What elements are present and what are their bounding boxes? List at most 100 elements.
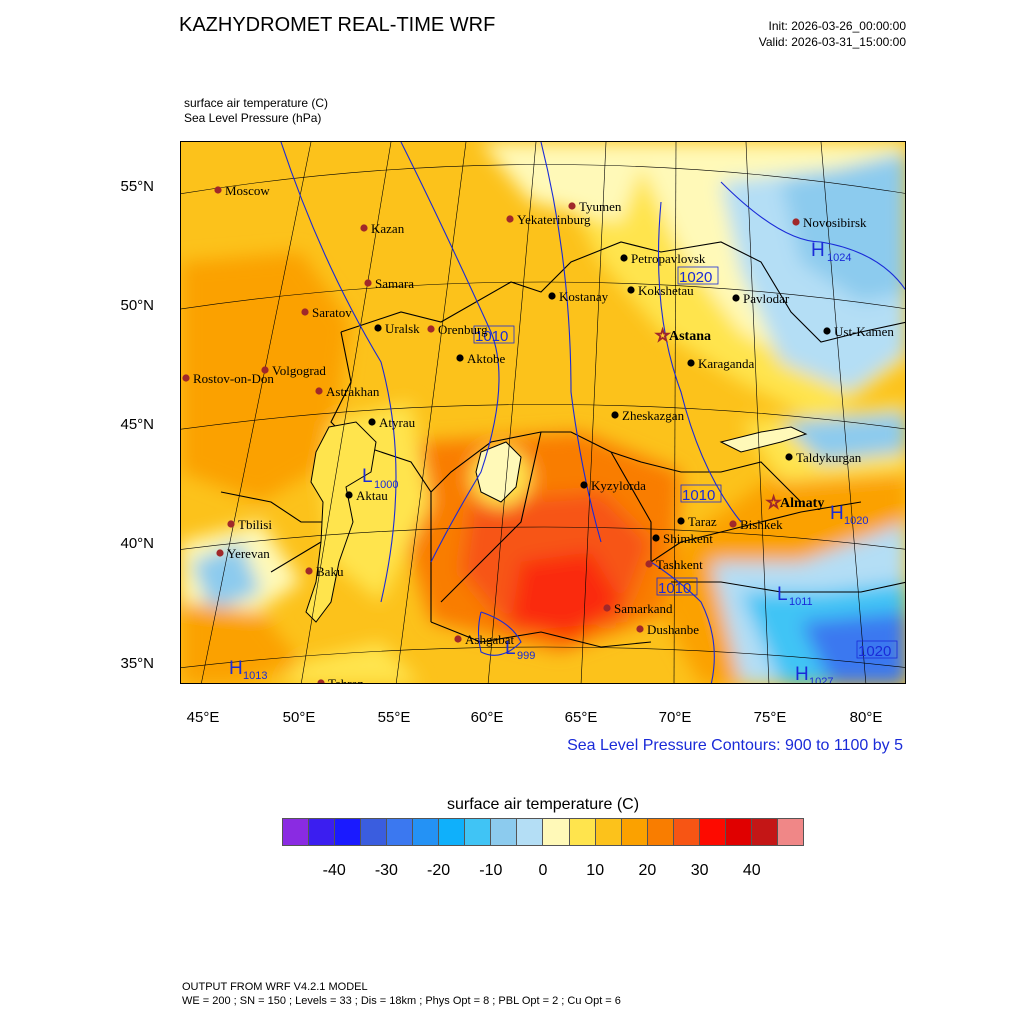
colorbar-swatch xyxy=(699,819,726,845)
graticule xyxy=(181,142,905,683)
city-marker-icon xyxy=(227,520,235,528)
pressure-center-value: 1020 xyxy=(844,515,868,527)
colorbar-swatch xyxy=(595,819,622,845)
colorbar-swatch xyxy=(361,819,388,845)
city-aktobe: Aktobe xyxy=(456,351,506,366)
city-label: Tbilisi xyxy=(238,517,272,532)
pressure-center-value: 1000 xyxy=(374,479,398,491)
colorbar-swatch xyxy=(777,819,803,845)
lon-label: 60°E xyxy=(470,709,504,726)
country-borders xyxy=(220,241,905,648)
city-label: Tashkent xyxy=(656,557,703,572)
city-marker-icon xyxy=(645,560,653,568)
city-zheskazgan: Zheskazgan xyxy=(611,408,685,423)
pressure-center-value: 1024 xyxy=(827,252,851,264)
init-time: Init: 2026-03-26_00:00:00 xyxy=(768,19,906,33)
colorbar-swatch xyxy=(517,819,544,845)
colorbar-swatch xyxy=(387,819,414,845)
city-tyumen: Tyumen xyxy=(568,199,622,214)
city-label: Saratov xyxy=(312,305,352,320)
city-label: Samarkand xyxy=(614,601,673,616)
city-kyzylorda: Kyzylorda xyxy=(580,478,646,493)
city-marker-icon xyxy=(687,359,695,367)
city-orenburg: Orenburg xyxy=(427,322,488,337)
city-baku: Baku xyxy=(305,564,344,579)
city-astrakhan: Astrakhan xyxy=(315,384,380,399)
isobar-labels: 1020 1010 1010 1010 1020 xyxy=(473,266,898,660)
city-label: Dushanbe xyxy=(647,622,699,637)
city-label: Novosibirsk xyxy=(803,215,867,230)
city-label: Kostanay xyxy=(559,289,609,304)
lon-label: 45°E xyxy=(186,709,220,726)
capital-star-icon: ☆ xyxy=(655,326,670,345)
city-marker-icon xyxy=(214,186,222,194)
city-marker-icon xyxy=(652,534,660,542)
city-karaganda: Karaganda xyxy=(687,356,755,371)
colorbar-tick-label: 40 xyxy=(742,862,761,879)
pressure-center-letter: L xyxy=(505,638,516,659)
colorbar-swatch xyxy=(569,819,596,845)
model-info-line2: WE = 200 ; SN = 150 ; Levels = 33 ; Dis … xyxy=(182,995,621,1007)
city-marker-icon xyxy=(636,625,644,633)
city-atyrau: Atyrau xyxy=(368,415,416,430)
slp-contour-note: Sea Level Pressure Contours: 900 to 1100… xyxy=(567,737,903,754)
city-rostov-on-don: Rostov-on-Don xyxy=(182,371,274,386)
city-marker-icon xyxy=(785,453,793,461)
city-marker-icon xyxy=(580,481,588,489)
city-taldykurgan: Taldykurgan xyxy=(785,450,862,465)
lon-label: 55°E xyxy=(377,709,411,726)
city-label: Zheskazgan xyxy=(622,408,685,423)
city-marker-icon xyxy=(677,517,685,525)
colorbar-swatch xyxy=(465,819,492,845)
city-bishkek: Bishkek xyxy=(729,517,783,532)
pressure-centers: H 1024 L 1000 H 1020 L 1011 L 999 H 1013… xyxy=(229,240,868,684)
colorbar-tick-label: 20 xyxy=(638,862,657,879)
colorbar-swatch xyxy=(309,819,336,845)
city-marker-icon xyxy=(301,308,309,316)
city-label: Moscow xyxy=(225,183,270,198)
colorbar-swatch xyxy=(283,819,310,845)
colorbar-tick-label: 10 xyxy=(586,862,605,879)
city-tbilisi: Tbilisi xyxy=(227,517,272,532)
caspian-sea xyxy=(305,421,377,623)
pressure-center-letter: L xyxy=(362,466,373,487)
isobars xyxy=(280,142,905,683)
variable-label-pressure: Sea Level Pressure (hPa) xyxy=(184,111,322,125)
city-label: Volgograd xyxy=(272,363,326,378)
city-label: Atyrau xyxy=(379,415,416,430)
colorbar-swatch xyxy=(335,819,362,845)
city-kostanay: Kostanay xyxy=(548,289,609,304)
lon-label: 75°E xyxy=(753,709,787,726)
city-label: Samara xyxy=(375,276,414,291)
city-tehran: Tehran xyxy=(317,676,364,683)
aral-sea xyxy=(475,441,522,503)
lon-label: 80°E xyxy=(849,709,883,726)
colorbar-tick-label: -30 xyxy=(374,862,398,879)
lon-label: 70°E xyxy=(658,709,692,726)
pressure-center-letter: H xyxy=(811,240,825,261)
city-label: Kazan xyxy=(371,221,405,236)
city-uralsk: Uralsk xyxy=(374,321,420,336)
colorbar-swatch xyxy=(439,819,466,845)
variable-label-temperature: surface air temperature (C) xyxy=(184,96,329,110)
city-label: Baku xyxy=(316,564,344,579)
pressure-center-value: 1013 xyxy=(243,670,267,682)
colorbar-tick-label: -40 xyxy=(322,862,346,879)
city-marker-icon xyxy=(548,292,556,300)
city-dushanbe: Dushanbe xyxy=(636,622,699,637)
lon-label: 50°E xyxy=(282,709,316,726)
pressure-center-letter: H xyxy=(830,503,844,524)
map-panel: 1020 1010 1010 1010 1020 H 1024 L 1000 H… xyxy=(180,141,906,684)
city-marker-icon xyxy=(345,491,353,499)
colorbar-swatch xyxy=(647,819,674,845)
city-label: Bishkek xyxy=(740,517,783,532)
balkhash-lake xyxy=(719,426,808,453)
colorbar xyxy=(282,818,804,846)
lat-label: 40°N xyxy=(120,535,154,552)
city-label: Kyzylorda xyxy=(591,478,646,493)
isobar-label: 1020 xyxy=(858,643,891,660)
pressure-center-value: 1027 xyxy=(809,676,833,684)
valid-time: Valid: 2026-03-31_15:00:00 xyxy=(758,35,906,49)
pressure-center-letter: H xyxy=(795,664,809,684)
